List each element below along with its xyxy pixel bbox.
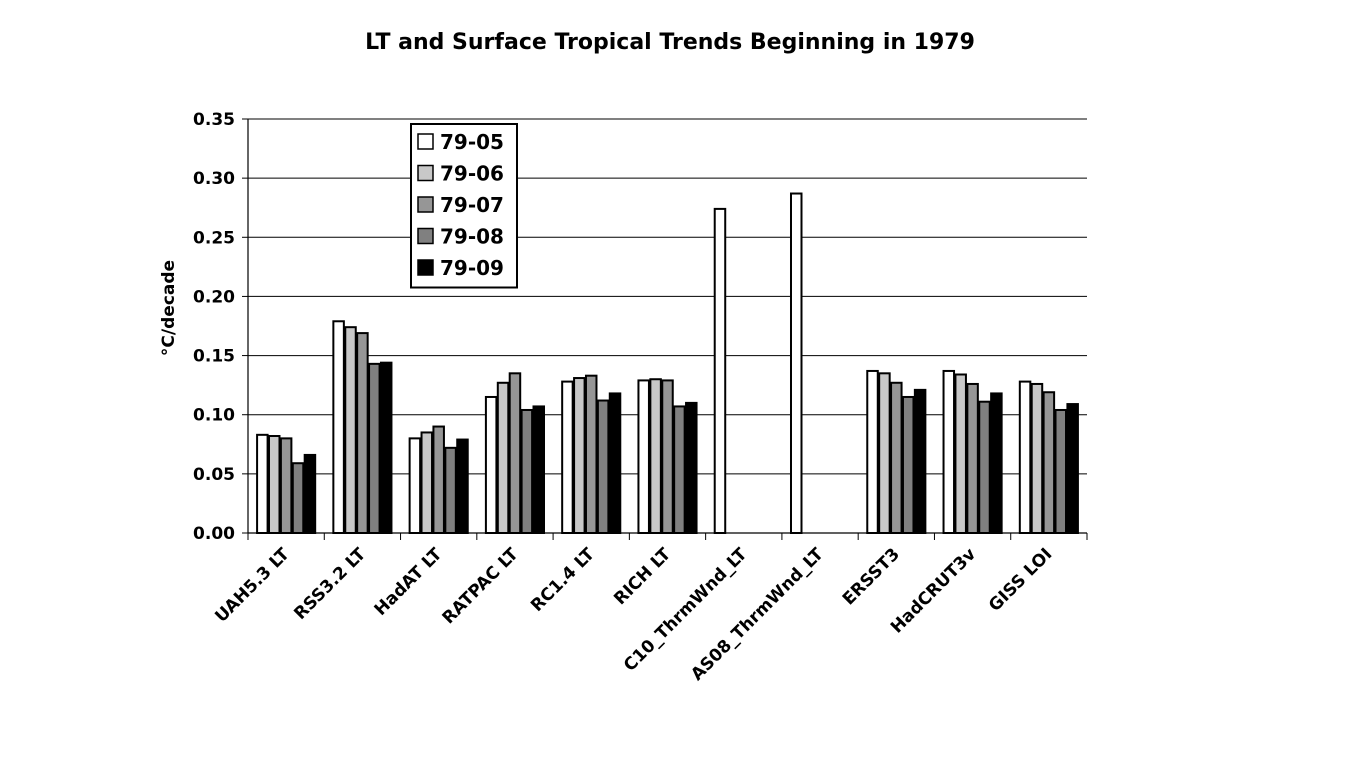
bar — [420, 431, 434, 535]
bar — [1030, 382, 1044, 534]
bar — [267, 435, 281, 534]
bar — [508, 372, 522, 535]
bar — [303, 453, 317, 534]
x-tick-label: RC1.4 LT — [527, 544, 599, 616]
y-tick-label: 0.05 — [193, 465, 235, 485]
y-tick-label: 0.35 — [193, 110, 235, 130]
y-axis-label: °C/decade — [159, 260, 179, 356]
x-tick-label: AS08_ThrmWnd_LT — [687, 544, 828, 685]
legend-swatch — [417, 227, 434, 245]
bar — [356, 332, 369, 534]
bar — [596, 399, 610, 534]
bar — [484, 395, 498, 534]
bar — [942, 369, 956, 534]
legend-label: 79-08 — [440, 225, 504, 249]
legend-label: 79-07 — [440, 193, 504, 217]
x-tick-label: RATPAC LT — [439, 544, 523, 628]
bar — [532, 405, 546, 535]
bar — [966, 382, 979, 534]
bar — [291, 462, 305, 534]
legend-label: 79-05 — [440, 130, 504, 154]
bar — [573, 377, 586, 534]
bar — [890, 381, 903, 534]
bar — [279, 437, 293, 534]
bar — [496, 381, 510, 534]
bar — [789, 192, 803, 535]
bar — [379, 361, 393, 534]
bar — [368, 362, 381, 535]
bar — [649, 378, 662, 534]
x-tick-label: UAH5.3 LT — [211, 544, 294, 627]
bar — [637, 379, 650, 535]
bar — [685, 401, 698, 534]
y-tick-label: 0.30 — [193, 169, 235, 189]
legend-swatch — [417, 196, 434, 213]
bar — [444, 446, 457, 534]
x-tick-label: ERSST3 — [839, 544, 904, 609]
bar — [978, 400, 991, 534]
bar — [456, 438, 469, 535]
bar — [1018, 380, 1032, 535]
legend-label: 79-09 — [440, 256, 504, 280]
legend-swatch — [417, 133, 434, 150]
y-tick-label: 0.10 — [193, 406, 235, 426]
legend-swatch — [417, 259, 434, 276]
bar — [866, 369, 879, 534]
y-axis-ticks: 0.00 0.05 0.10 0.15 0.20 0.25 0.30 0.35 — [193, 110, 248, 544]
x-tick-label: C10_ThrmWnd_LT — [620, 544, 752, 676]
y-tick-label: 0.25 — [193, 228, 235, 248]
bar — [584, 374, 598, 534]
legend-swatch — [417, 164, 434, 182]
bar — [561, 380, 574, 535]
axes — [247, 119, 1087, 534]
bar — [901, 395, 915, 534]
bar — [1054, 408, 1068, 534]
bar — [661, 379, 674, 535]
y-tick-label: 0.20 — [193, 287, 235, 307]
x-tick-label: RICH LT — [610, 544, 675, 609]
x-tick-label: RSS3.2 LT — [290, 544, 370, 624]
legend-label: 79-06 — [440, 162, 504, 186]
legend: 79-05 79-06 79-07 79-08 79-09 — [410, 123, 518, 289]
bar — [608, 392, 622, 534]
bar — [1066, 403, 1079, 534]
bar — [1042, 391, 1056, 534]
bar — [954, 373, 967, 534]
x-tick-label: HadAT LT — [371, 544, 447, 620]
y-tick-label: 0.15 — [193, 347, 235, 367]
bars — [256, 192, 1079, 535]
bar — [256, 433, 269, 534]
y-tick-label: 0.00 — [193, 524, 235, 544]
bar — [673, 405, 686, 535]
bar — [408, 437, 422, 534]
bar — [332, 320, 345, 535]
chart-title: LT and Surface Tropical Trends Beginning… — [365, 30, 975, 55]
bar — [990, 392, 1003, 534]
bar — [344, 326, 357, 534]
bar — [713, 207, 727, 534]
bar — [432, 425, 445, 534]
x-tick-label: GISS LOI — [985, 544, 1056, 615]
bar — [878, 372, 891, 535]
bar — [520, 408, 534, 534]
bar — [913, 388, 927, 535]
